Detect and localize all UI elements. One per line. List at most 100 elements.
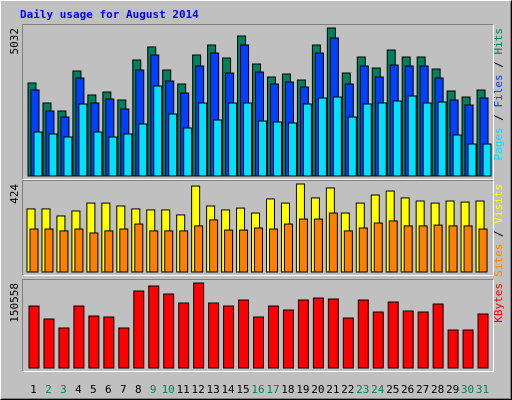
bar [208, 302, 220, 369]
legend-separator: / [492, 55, 505, 75]
bar [302, 103, 312, 177]
bar [209, 219, 219, 273]
bar [377, 102, 387, 177]
bar [103, 316, 115, 369]
panel-border-light [22, 180, 494, 276]
bar [402, 310, 414, 369]
bar [482, 143, 492, 177]
bar [78, 103, 88, 177]
bar [149, 230, 159, 273]
x-tick-label: 8 [135, 383, 142, 396]
x-tick-label: 7 [120, 383, 127, 396]
legend-entry: Sites [492, 244, 505, 277]
legend: Pages / Files / Hits [492, 28, 505, 161]
bar [258, 120, 268, 177]
bar [332, 96, 342, 177]
x-tick-label: 16 [251, 383, 264, 396]
bar [224, 229, 234, 273]
x-tick-label: 20 [311, 383, 324, 396]
bar [403, 225, 413, 273]
y-tick-label: 150558 [8, 283, 21, 323]
bar [104, 230, 114, 273]
bar [283, 223, 293, 273]
bar [223, 305, 235, 369]
x-tick-label: 5 [90, 383, 97, 396]
bar [433, 224, 443, 273]
x-tick-label: 13 [206, 383, 219, 396]
legend-entry: KBytes [492, 283, 505, 323]
bar [89, 232, 99, 273]
bar [178, 302, 190, 369]
bar [73, 305, 85, 369]
x-tick-label: 30 [461, 383, 474, 396]
bar [213, 119, 223, 177]
bar [312, 297, 324, 369]
bar [88, 315, 100, 369]
bar [29, 228, 39, 273]
legend-entry: Visits [492, 184, 505, 224]
bar [328, 212, 338, 273]
x-tick-label: 28 [431, 383, 444, 396]
bar [133, 290, 145, 369]
bar [194, 225, 204, 273]
x-tick-label: 22 [341, 383, 354, 396]
bar [58, 327, 70, 369]
panel-border-dark [22, 180, 494, 276]
bar [253, 316, 265, 369]
bar [373, 222, 383, 273]
bar [74, 228, 84, 273]
bar [358, 227, 368, 273]
bar [298, 218, 308, 273]
bar [437, 101, 447, 177]
x-tick-label: 14 [221, 383, 235, 396]
bar [297, 299, 309, 369]
legend: Sites / Visits [492, 184, 505, 277]
x-tick-label: 3 [60, 383, 67, 396]
bar [447, 329, 459, 369]
bar [228, 102, 238, 177]
bar [108, 136, 118, 177]
x-tick-label: 15 [236, 383, 249, 396]
bar [164, 230, 174, 273]
y-tick-label: 5032 [8, 28, 21, 55]
bar [118, 327, 130, 369]
bar [422, 102, 432, 177]
bar [33, 131, 43, 177]
bar [372, 311, 384, 369]
legend: KBytes [492, 283, 505, 323]
bar [267, 305, 279, 369]
bar [44, 228, 54, 273]
bar [343, 230, 353, 273]
x-tick-label: 21 [326, 383, 339, 396]
x-tick-label: 29 [446, 383, 459, 396]
x-tick-label: 12 [192, 383, 205, 396]
x-tick-label: 2 [45, 383, 52, 396]
bar [93, 131, 103, 177]
bar [134, 223, 144, 273]
bar [467, 143, 477, 177]
panel-border-dark [22, 24, 494, 180]
bar [63, 136, 73, 177]
bar [123, 133, 133, 177]
bar [59, 230, 69, 273]
bar [153, 85, 163, 177]
x-tick-label: 26 [401, 383, 414, 396]
bar [417, 311, 429, 369]
bar [327, 298, 339, 369]
bar [463, 225, 473, 273]
bar [282, 309, 294, 369]
bar [119, 228, 129, 273]
legend-separator: / [492, 108, 505, 128]
panel-border-light [22, 279, 494, 372]
y-tick-label: 424 [8, 184, 21, 204]
bar [317, 97, 327, 177]
legend-separator: / [492, 224, 505, 244]
bar [268, 228, 278, 273]
bar [238, 299, 250, 369]
bar [28, 305, 40, 369]
bar [478, 228, 488, 273]
bar [287, 122, 297, 177]
